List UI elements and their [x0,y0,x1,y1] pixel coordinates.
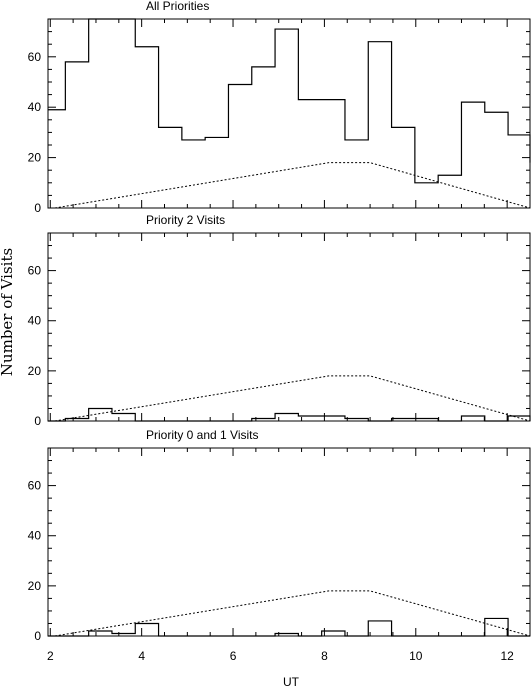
panel-title: All Priorities [146,0,209,13]
y-tick-label: 20 [28,579,42,593]
panel-2: Priority 2 Visits 0 20 40 60 [28,213,531,428]
histogram-series [48,617,530,637]
y-tick-label: 40 [28,529,42,543]
y-tick-label: 0 [34,201,41,215]
x-tick-label: 12 [500,649,514,663]
panel-title: Priority 2 Visits [146,213,225,227]
y-tick-label: 60 [28,50,42,64]
x-axis-label: UT [283,675,300,688]
reference-line [54,375,531,422]
y-tick-label: 20 [28,151,42,165]
y-tick-label: 0 [34,414,41,428]
x-tick-label: 8 [321,649,328,663]
x-tick-label: 4 [138,649,145,663]
x-tick-label: 6 [230,649,237,663]
panel-frame [47,18,531,209]
histogram-series [48,18,531,184]
reference-line [54,162,531,209]
histogram-series [48,407,531,422]
x-tick-label: 10 [409,649,423,663]
panel-1: All Priorities 0 20 40 60 [28,0,531,215]
x-tick-label: 2 [47,649,54,663]
y-axis-label: Number of Visits [0,248,16,376]
panel-3: Priority 0 and 1 Visits 0 20 40 60 2 4 6 8 10 12 [28,428,531,663]
y-tick-label: 0 [34,629,41,643]
y-tick-label: 40 [28,100,42,114]
panel-frame [47,232,531,422]
reference-line [54,590,531,637]
y-tick-label: 40 [28,314,42,328]
panel-frame [47,447,531,637]
y-tick-label: 20 [28,364,42,378]
y-tick-label: 60 [28,479,42,493]
y-tick-label: 60 [28,264,42,278]
panel-title: Priority 0 and 1 Visits [146,428,259,442]
